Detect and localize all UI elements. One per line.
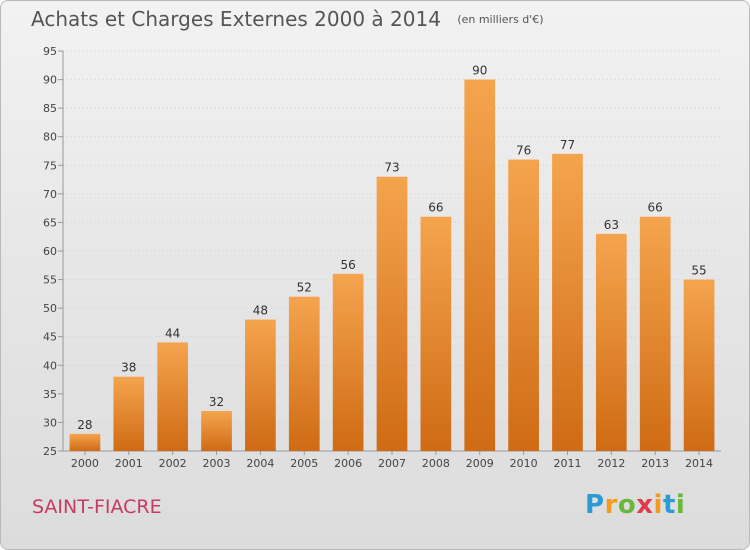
data-label: 63 [604,218,619,232]
bar [683,279,715,451]
y-tick-label: 60 [43,245,57,258]
y-tick-label: 35 [43,388,57,401]
data-label: 76 [516,144,531,158]
logo-letter: r [604,490,618,520]
y-tick-label: 90 [43,74,57,87]
y-tick-label: 80 [43,131,57,144]
data-label: 77 [560,138,575,152]
bar [157,342,189,451]
data-label: 38 [121,361,136,375]
bar [245,319,276,451]
y-tick-label: 55 [43,274,57,287]
x-tick-label: 2006 [334,457,362,470]
x-tick-label: 2003 [203,457,231,470]
bar [288,296,320,451]
y-tick-label: 70 [43,188,57,201]
data-label: 73 [384,161,399,175]
data-label: 52 [297,281,312,295]
x-tick-label: 2001 [115,457,143,470]
bar [376,176,408,451]
bar [508,159,539,452]
data-label: 48 [253,304,268,318]
chart-title-text: Achats et Charges Externes 2000 à 2014 [31,7,441,31]
y-tick-label: 75 [43,159,57,172]
x-tick-label: 2014 [685,457,713,470]
bar [552,153,583,451]
data-label: 55 [691,264,706,278]
data-label: 56 [340,258,355,272]
data-label: 90 [472,64,487,78]
proxiti-logo: Proxiti [585,490,685,520]
x-tick-label: 2008 [422,457,450,470]
chart-subtitle: (en milliers d'€) [457,13,544,26]
x-tick-label: 2004 [246,457,274,470]
data-label: 32 [209,395,224,409]
x-tick-label: 2007 [378,457,406,470]
x-tick-label: 2011 [553,457,581,470]
x-tick-label: 2000 [71,457,99,470]
logo-letter: o [617,490,637,520]
y-tick-label: 50 [43,302,57,315]
y-tick-label: 45 [43,331,57,344]
bar [420,216,452,451]
bar [332,273,364,451]
y-tick-label: 40 [43,359,57,372]
logo-letter: x [636,490,654,520]
y-tick-label: 95 [43,45,57,58]
logo-letter: i [653,490,663,520]
y-tick-label: 25 [43,445,57,458]
y-tick-label: 65 [43,216,57,229]
bar [201,411,232,451]
data-label: 28 [77,418,92,432]
data-label: 44 [165,326,180,340]
x-tick-label: 2013 [641,457,669,470]
bar [464,79,496,452]
logo-letter: i [675,490,686,520]
x-tick-label: 2012 [597,457,625,470]
chart-title: Achats et Charges Externes 2000 à 2014 (… [31,7,544,31]
bar [113,376,145,451]
x-tick-label: 2009 [466,457,494,470]
logo-letter: P [585,490,605,520]
x-tick-label: 2002 [159,457,187,470]
y-tick-label: 85 [43,102,57,115]
place-name: SAINT-FIACRE [32,496,162,518]
x-tick-label: 2010 [510,457,538,470]
data-label: 66 [648,201,663,215]
x-tick-label: 2005 [290,457,318,470]
bar [595,233,627,451]
y-tick-label: 30 [43,416,57,429]
logo-letter: t [662,490,676,520]
data-label: 66 [428,201,443,215]
bar [69,433,101,451]
bar [639,216,671,451]
